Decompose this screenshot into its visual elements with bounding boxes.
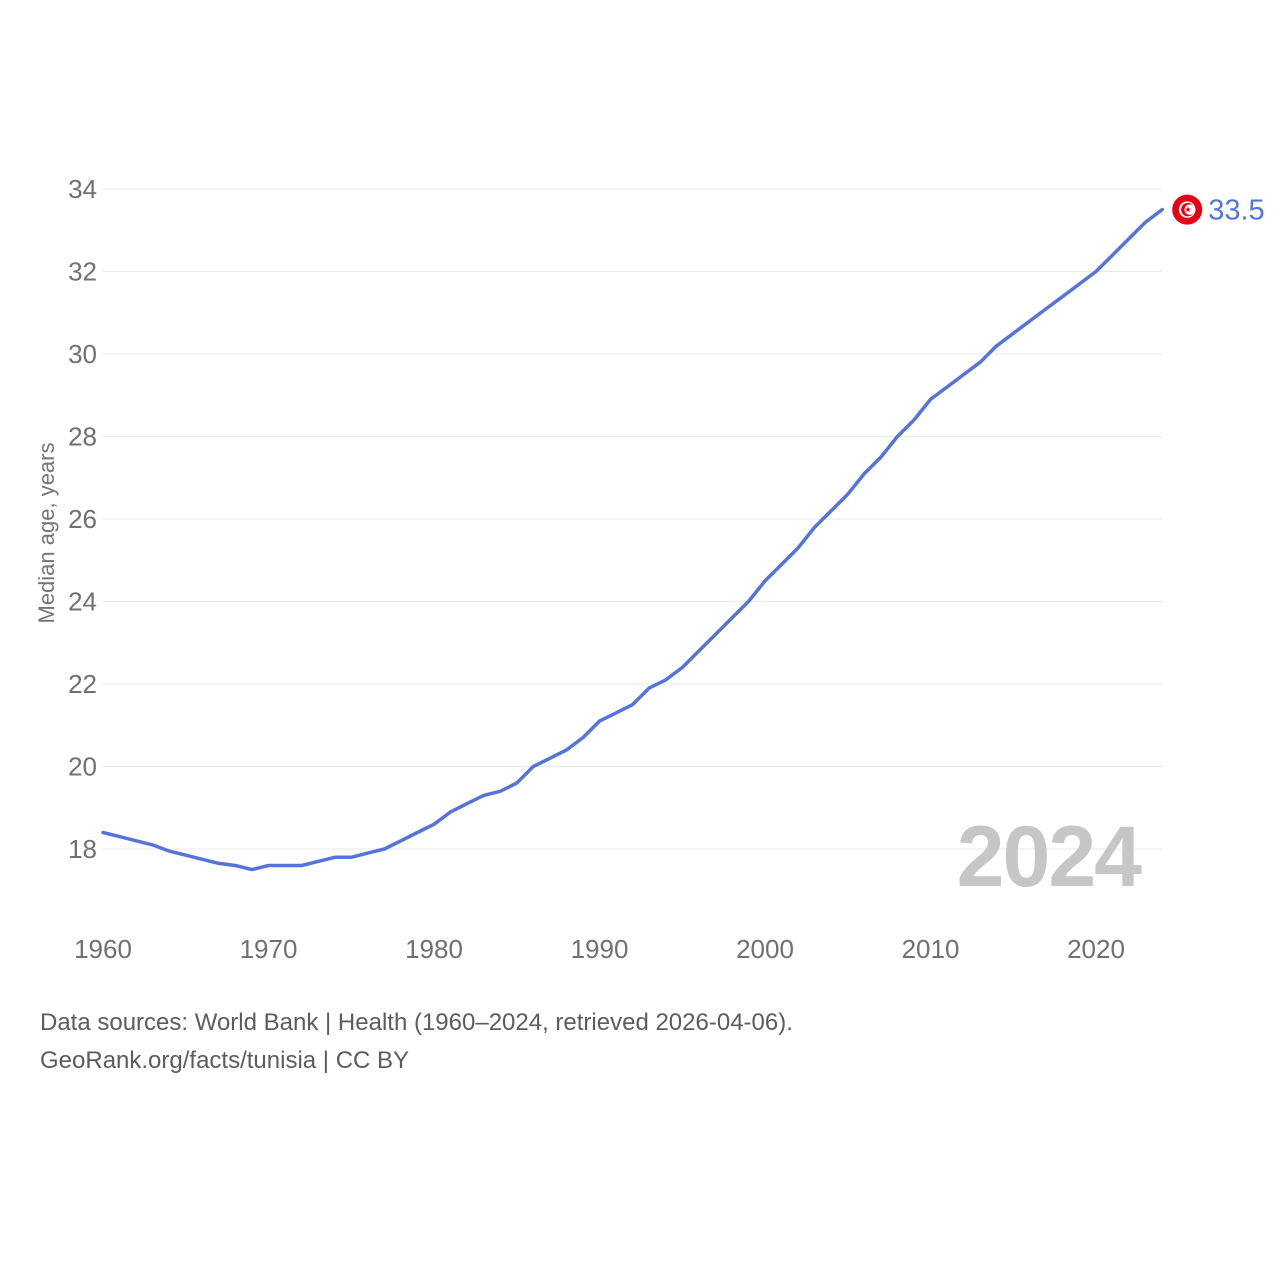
y-tick-label: 18 [68,834,97,864]
source-attribution: Data sources: World Bank | Health (1960–… [40,1004,793,1080]
source-line-1: Data sources: World Bank | Health (1960–… [40,1009,793,1036]
y-tick-label: 20 [68,752,97,782]
tunisia-flag-crescent-inner [1184,204,1196,215]
y-tick-label: 34 [68,174,97,204]
y-tick-label: 32 [68,257,97,287]
y-axis-title: Median age, years [34,442,59,624]
median-age-line [101,207,1164,872]
x-tick-label: 2010 [902,934,960,964]
y-tick-label: 30 [68,339,97,369]
y-tick-label: 22 [68,669,97,699]
y-tick-label: 28 [68,422,97,452]
x-tick-label: 2020 [1067,934,1125,964]
y-tick-label: 24 [68,587,97,617]
x-tick-label: 1960 [74,934,132,964]
y-tick-label: 26 [68,504,97,534]
x-tick-label: 1970 [240,934,298,964]
watermark-year: 2024 [956,809,1142,905]
tunisia-flag-star [1184,206,1192,213]
x-tick-label: 1980 [405,934,463,964]
source-line-2: GeoRank.org/facts/tunisia | CC BY [40,1047,410,1074]
x-tick-label: 1990 [571,934,629,964]
end-value-label: 33.5 [1208,195,1264,227]
x-tick-label: 2000 [736,934,794,964]
